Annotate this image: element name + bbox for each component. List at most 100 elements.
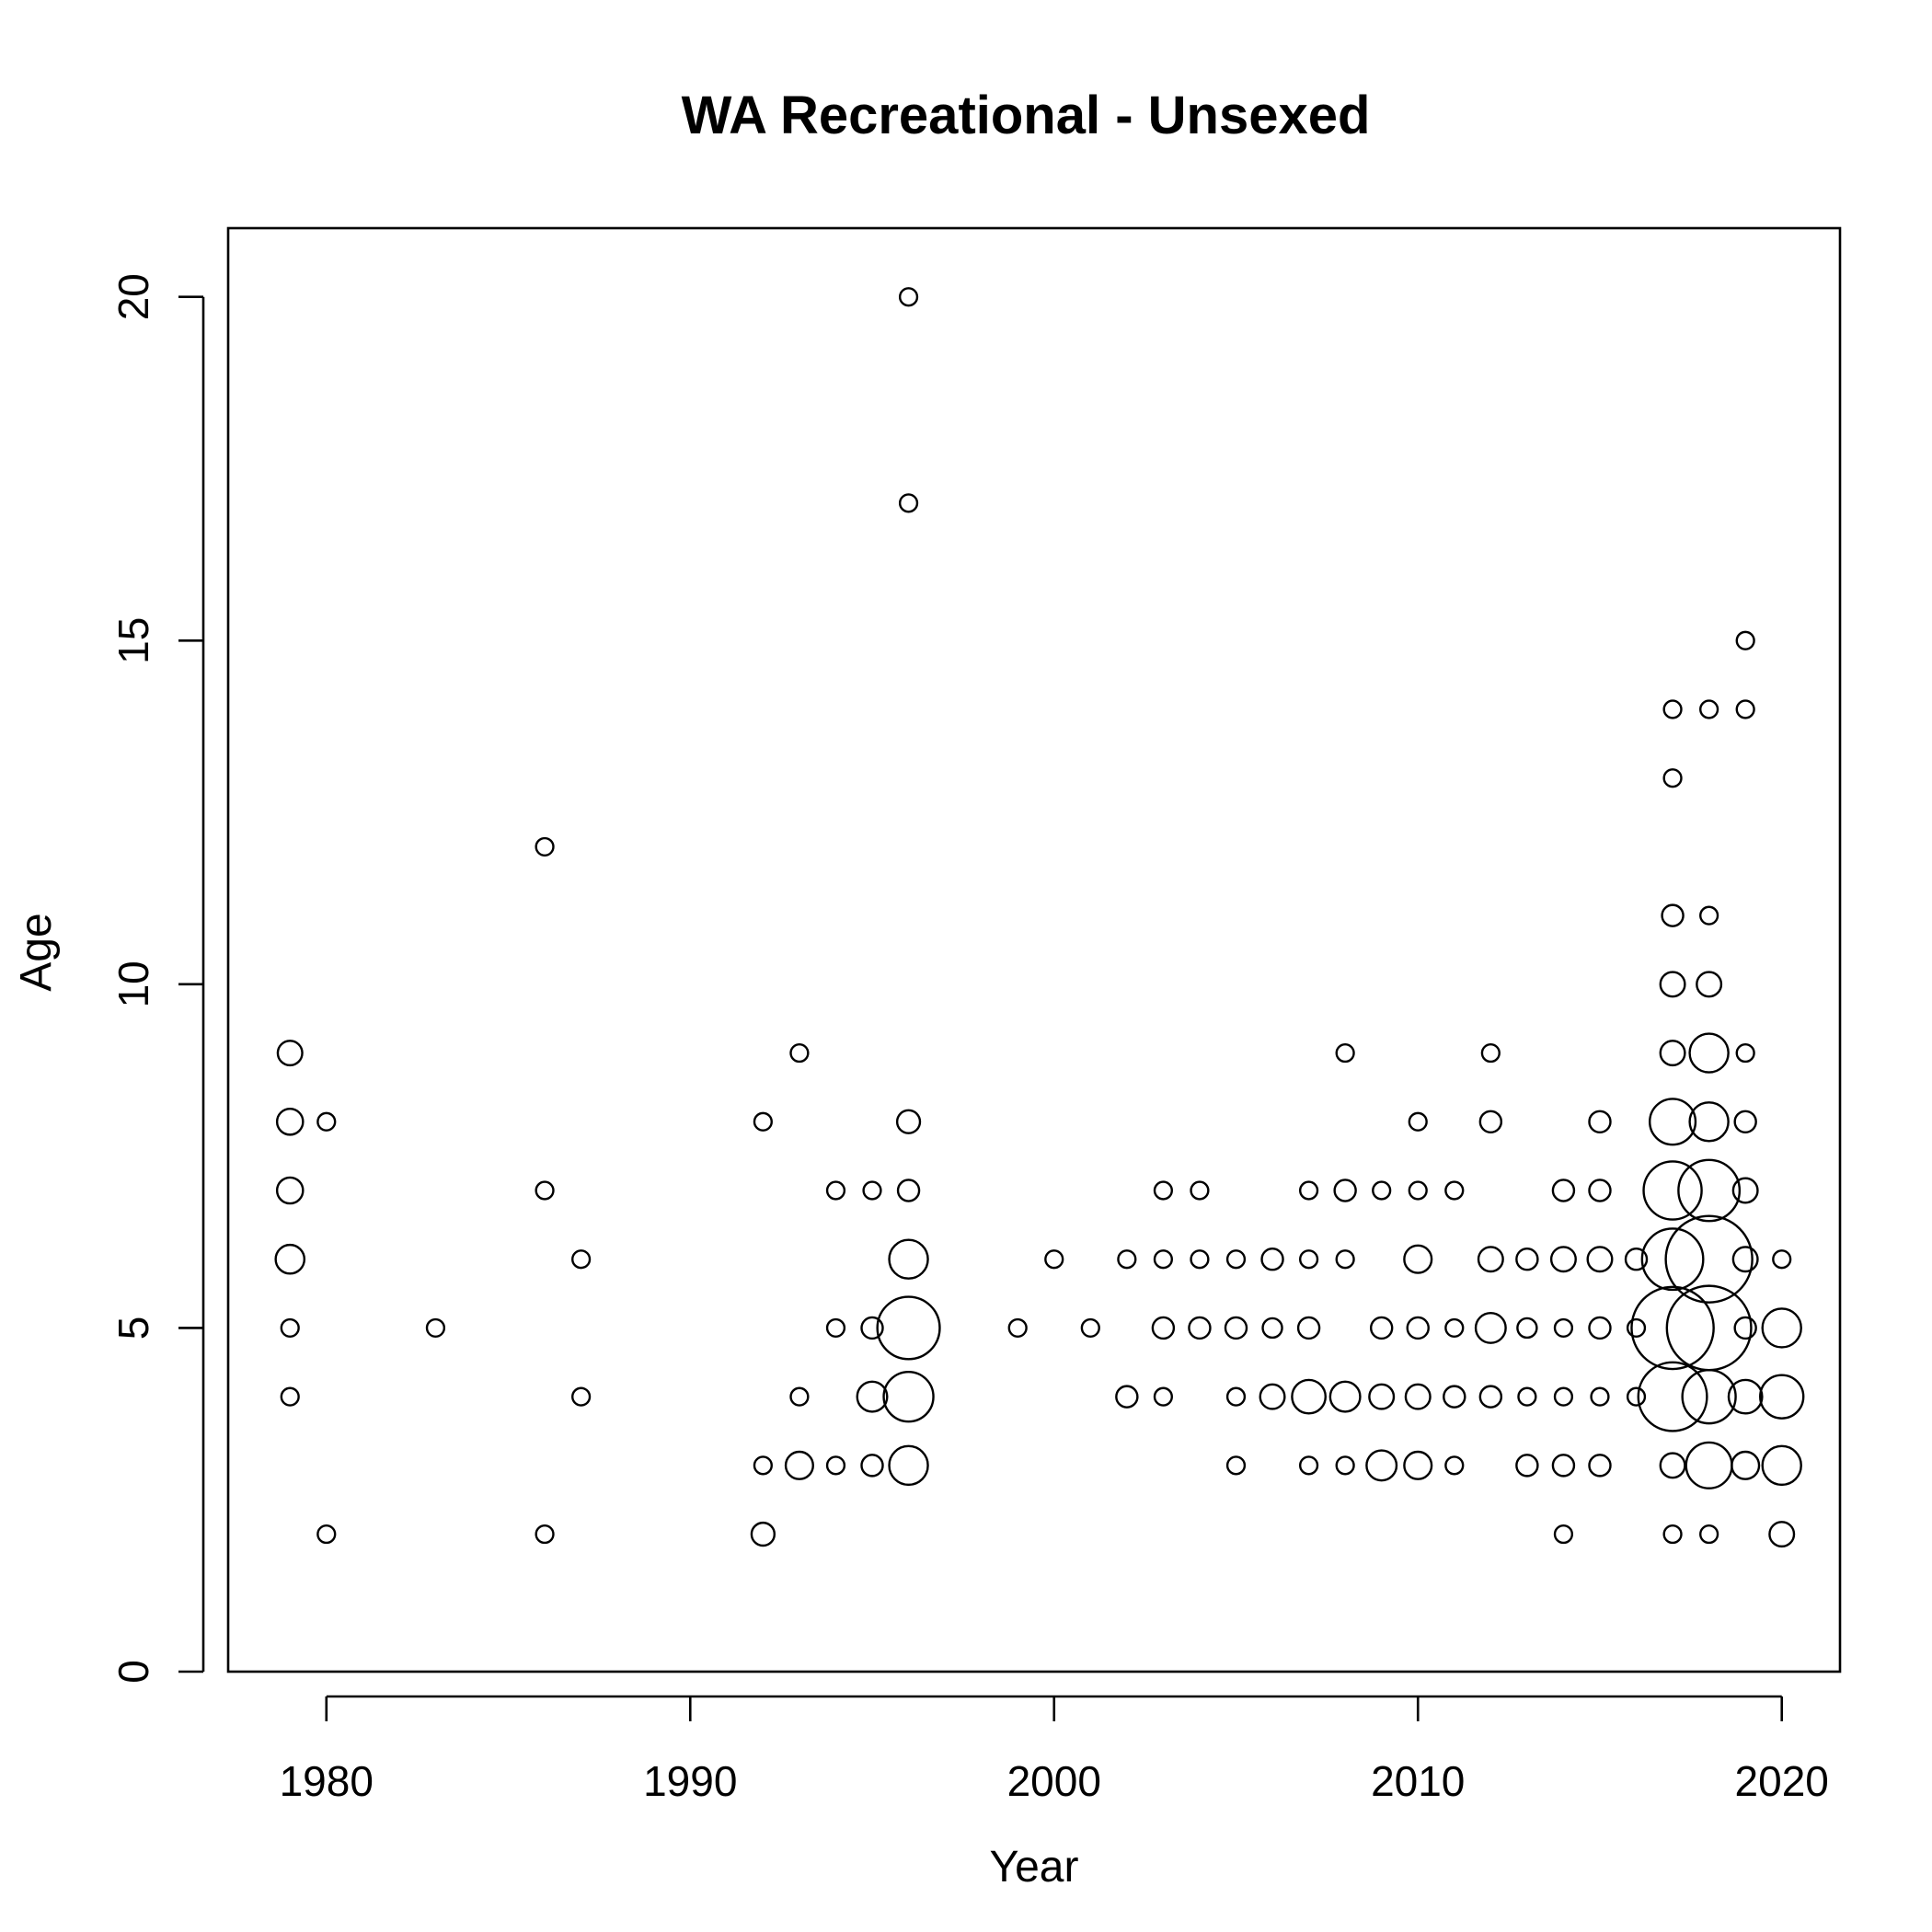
y-tick-label: 10 <box>109 960 157 1007</box>
data-point <box>1260 1248 1284 1271</box>
data-point <box>1291 1378 1327 1415</box>
data-point <box>1696 971 1723 998</box>
data-point <box>535 1180 555 1201</box>
data-point <box>1735 1042 1755 1064</box>
data-point <box>789 1386 810 1407</box>
data-point <box>1515 1454 1539 1478</box>
data-point <box>1225 1249 1247 1270</box>
data-point <box>1665 1284 1753 1372</box>
data-point <box>896 1179 921 1202</box>
data-point <box>1588 1454 1612 1478</box>
data-point <box>1688 1101 1730 1143</box>
data-point <box>1298 1180 1319 1201</box>
data-point <box>1662 768 1683 788</box>
data-point <box>1190 1180 1210 1201</box>
data-point <box>1224 1316 1248 1340</box>
data-point <box>1553 1317 1574 1339</box>
data-point <box>571 1249 592 1270</box>
data-point <box>1369 1316 1394 1340</box>
data-point <box>1335 1042 1355 1064</box>
x-axis-label: Year <box>990 1843 1079 1892</box>
data-point <box>1637 1361 1708 1432</box>
data-point <box>1626 1317 1647 1339</box>
data-point <box>1659 1452 1686 1479</box>
data-point <box>1480 1042 1501 1064</box>
data-point <box>1662 1524 1683 1545</box>
data-point <box>1403 1244 1433 1274</box>
data-point <box>1298 1249 1319 1270</box>
data-point <box>1630 1285 1715 1371</box>
x-tick-label: 1990 <box>643 1757 737 1805</box>
data-point <box>1478 1110 1503 1133</box>
y-tick-label: 20 <box>109 273 157 320</box>
data-point <box>275 1107 305 1136</box>
data-point <box>1699 905 1719 926</box>
data-point <box>1551 1179 1576 1202</box>
data-point <box>1772 1249 1792 1270</box>
data-point <box>856 1380 889 1413</box>
data-point <box>316 1524 337 1545</box>
data-point <box>425 1317 446 1339</box>
data-point <box>1478 1385 1503 1409</box>
data-point <box>860 1316 884 1340</box>
data-point <box>876 1295 941 1361</box>
data-point <box>1408 1180 1428 1201</box>
data-point <box>825 1455 846 1476</box>
y-axis: 0 5 10 15 20 <box>109 273 205 1684</box>
data-point <box>1727 1378 1764 1415</box>
data-point <box>1659 971 1686 998</box>
data-point <box>862 1180 882 1201</box>
data-point <box>1444 1317 1465 1339</box>
y-tick-label: 15 <box>109 617 157 664</box>
data-point <box>1588 1179 1612 1202</box>
data-point <box>1662 699 1683 719</box>
data-point <box>535 1524 555 1545</box>
data-point <box>1590 1386 1610 1407</box>
data-point <box>898 493 919 513</box>
data-point <box>888 1444 929 1487</box>
data-point <box>825 1317 846 1339</box>
data-point <box>1404 1383 1432 1410</box>
data-point <box>1677 1158 1742 1223</box>
data-point <box>860 1454 884 1478</box>
data-point <box>1759 1374 1805 1420</box>
data-point <box>1516 1317 1538 1340</box>
x-tick-label: 2010 <box>1371 1757 1465 1805</box>
data-point <box>1444 1455 1465 1476</box>
x-tick-label: 1980 <box>280 1757 374 1805</box>
data-point <box>274 1243 306 1275</box>
data-point <box>1586 1246 1614 1273</box>
data-point <box>1549 1246 1577 1273</box>
data-point <box>1642 1160 1703 1221</box>
y-tick-label: 5 <box>109 1317 157 1340</box>
data-point <box>1443 1385 1466 1409</box>
data-point <box>1477 1246 1504 1273</box>
data-point <box>1296 1316 1321 1340</box>
data-point <box>1649 1098 1697 1146</box>
data-point <box>1688 1032 1730 1074</box>
data-point <box>1188 1316 1212 1340</box>
data-point <box>1333 1179 1357 1202</box>
data-point <box>1474 1311 1507 1344</box>
data-point <box>1731 1450 1761 1480</box>
data-point <box>1517 1386 1537 1407</box>
data-point <box>882 1370 935 1423</box>
data-point <box>1735 630 1755 650</box>
plot-frame <box>226 226 1842 1673</box>
data-point <box>1259 1383 1286 1410</box>
data-point <box>1761 1444 1802 1487</box>
data-point <box>1699 1524 1719 1545</box>
data-point <box>1731 1177 1759 1204</box>
data-point <box>753 1111 773 1132</box>
data-point <box>280 1317 300 1339</box>
data-point <box>1153 1386 1173 1407</box>
y-tick-label: 0 <box>109 1660 157 1684</box>
data-point <box>1588 1316 1612 1340</box>
data-point <box>1406 1316 1430 1340</box>
data-point <box>1551 1454 1576 1478</box>
data-point <box>1372 1180 1392 1201</box>
data-point <box>1761 1307 1802 1349</box>
x-tick-label: 2020 <box>1735 1757 1829 1805</box>
